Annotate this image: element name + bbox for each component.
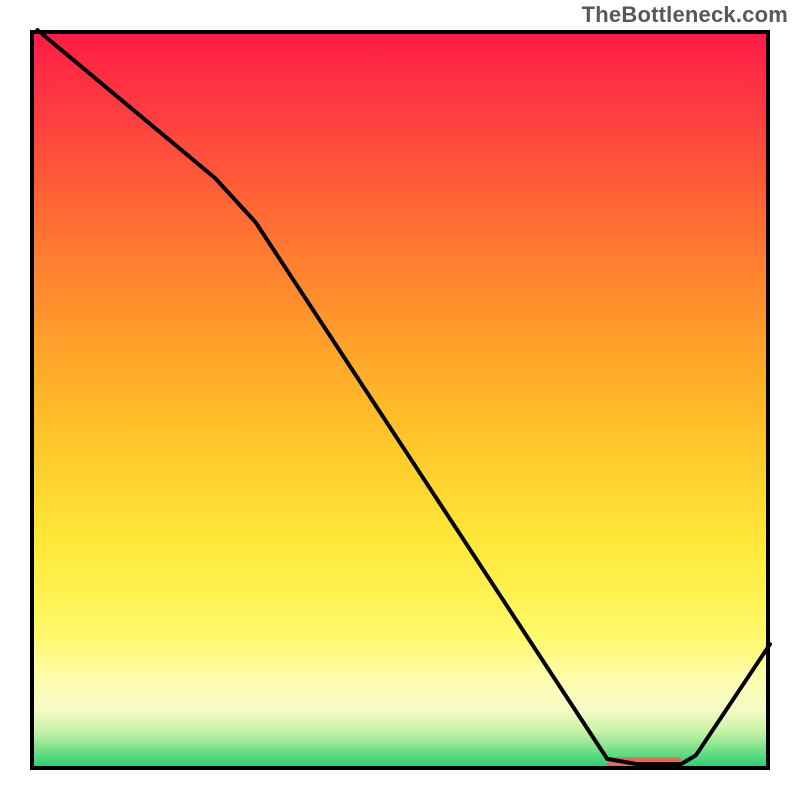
- chart-container: { "meta": { "width": 800, "height": 800,…: [0, 0, 800, 800]
- gradient-line-chart: [0, 0, 800, 800]
